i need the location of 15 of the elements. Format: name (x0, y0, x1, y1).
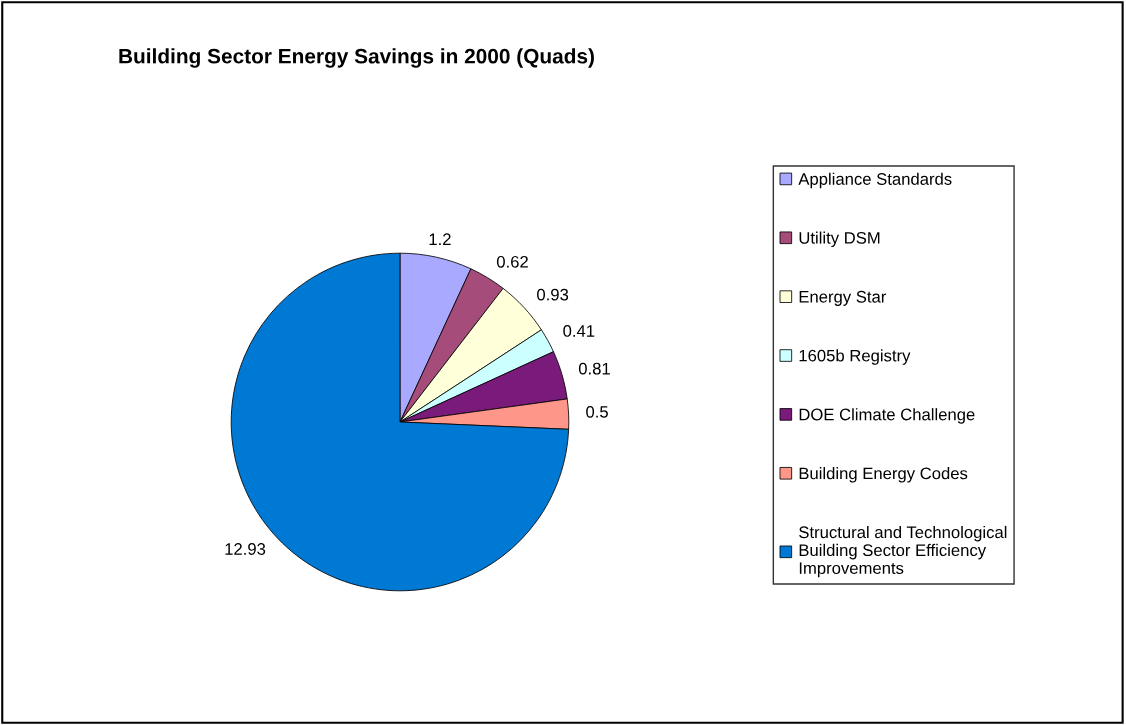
legend-label: Appliance Standards (798, 172, 952, 189)
legend-label: DOE Climate Challenge (799, 408, 975, 424)
legend-label: Structural and Technological Building Sector Efficiency Improvements (799, 525, 1007, 578)
data-label: 1.2 (429, 233, 451, 245)
legend-label: Energy Star (799, 290, 887, 306)
data-label: 0.41 (563, 325, 595, 337)
data-label: 12.93 (225, 543, 266, 555)
data-label: 0.81 (578, 362, 610, 375)
data-label: 0.62 (496, 255, 528, 268)
data-label: 0.5 (586, 405, 608, 418)
data-label: 0.93 (537, 288, 569, 301)
legend-label: 1605b Registry (799, 349, 911, 365)
legend-label: Utility DSM (799, 231, 880, 248)
legend-label: Building Energy Codes (799, 467, 968, 483)
chart-title: Building Sector Energy Savings in 2000 (Quads) (119, 48, 594, 68)
